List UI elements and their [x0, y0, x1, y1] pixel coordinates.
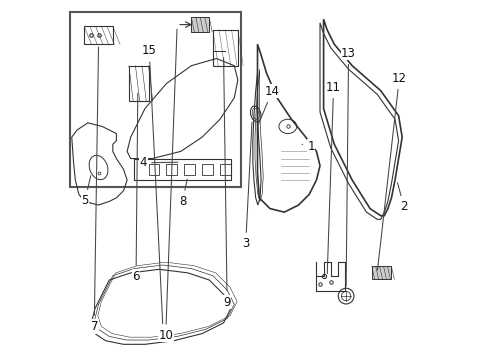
Text: 14: 14	[259, 85, 280, 124]
Text: 11: 11	[326, 81, 341, 274]
Text: 13: 13	[341, 47, 356, 286]
Text: 7: 7	[91, 47, 98, 333]
Polygon shape	[192, 18, 209, 32]
Text: 3: 3	[242, 122, 252, 250]
Text: 5: 5	[81, 176, 91, 207]
Text: 15: 15	[142, 44, 163, 324]
Text: 6: 6	[132, 94, 140, 283]
Text: 12: 12	[377, 72, 407, 270]
Text: 2: 2	[397, 183, 408, 213]
Polygon shape	[372, 266, 392, 279]
Text: 9: 9	[223, 58, 231, 309]
Text: 10: 10	[158, 29, 177, 342]
Text: 1: 1	[302, 140, 315, 153]
Text: 8: 8	[179, 179, 187, 208]
Text: 4: 4	[140, 156, 178, 169]
